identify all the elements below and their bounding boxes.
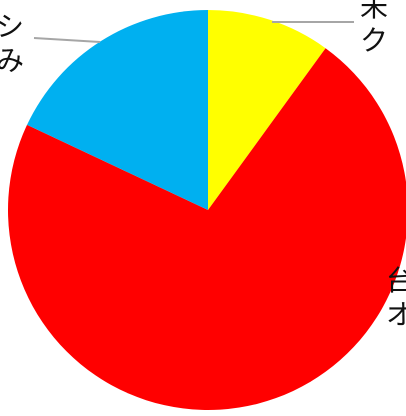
slice-label-2-line-0: シ	[0, 10, 24, 43]
slice-label-0-line-0: 未	[360, 0, 388, 23]
slice-label-1-line-0: 台	[386, 264, 406, 297]
slice-label-1-line-1: オ	[386, 298, 406, 331]
slice-label-2-line-1: み	[0, 44, 24, 77]
slice-label-0-line-1: ク	[360, 24, 388, 57]
leader-line-2	[34, 38, 100, 42]
slices-layer	[8, 10, 406, 410]
